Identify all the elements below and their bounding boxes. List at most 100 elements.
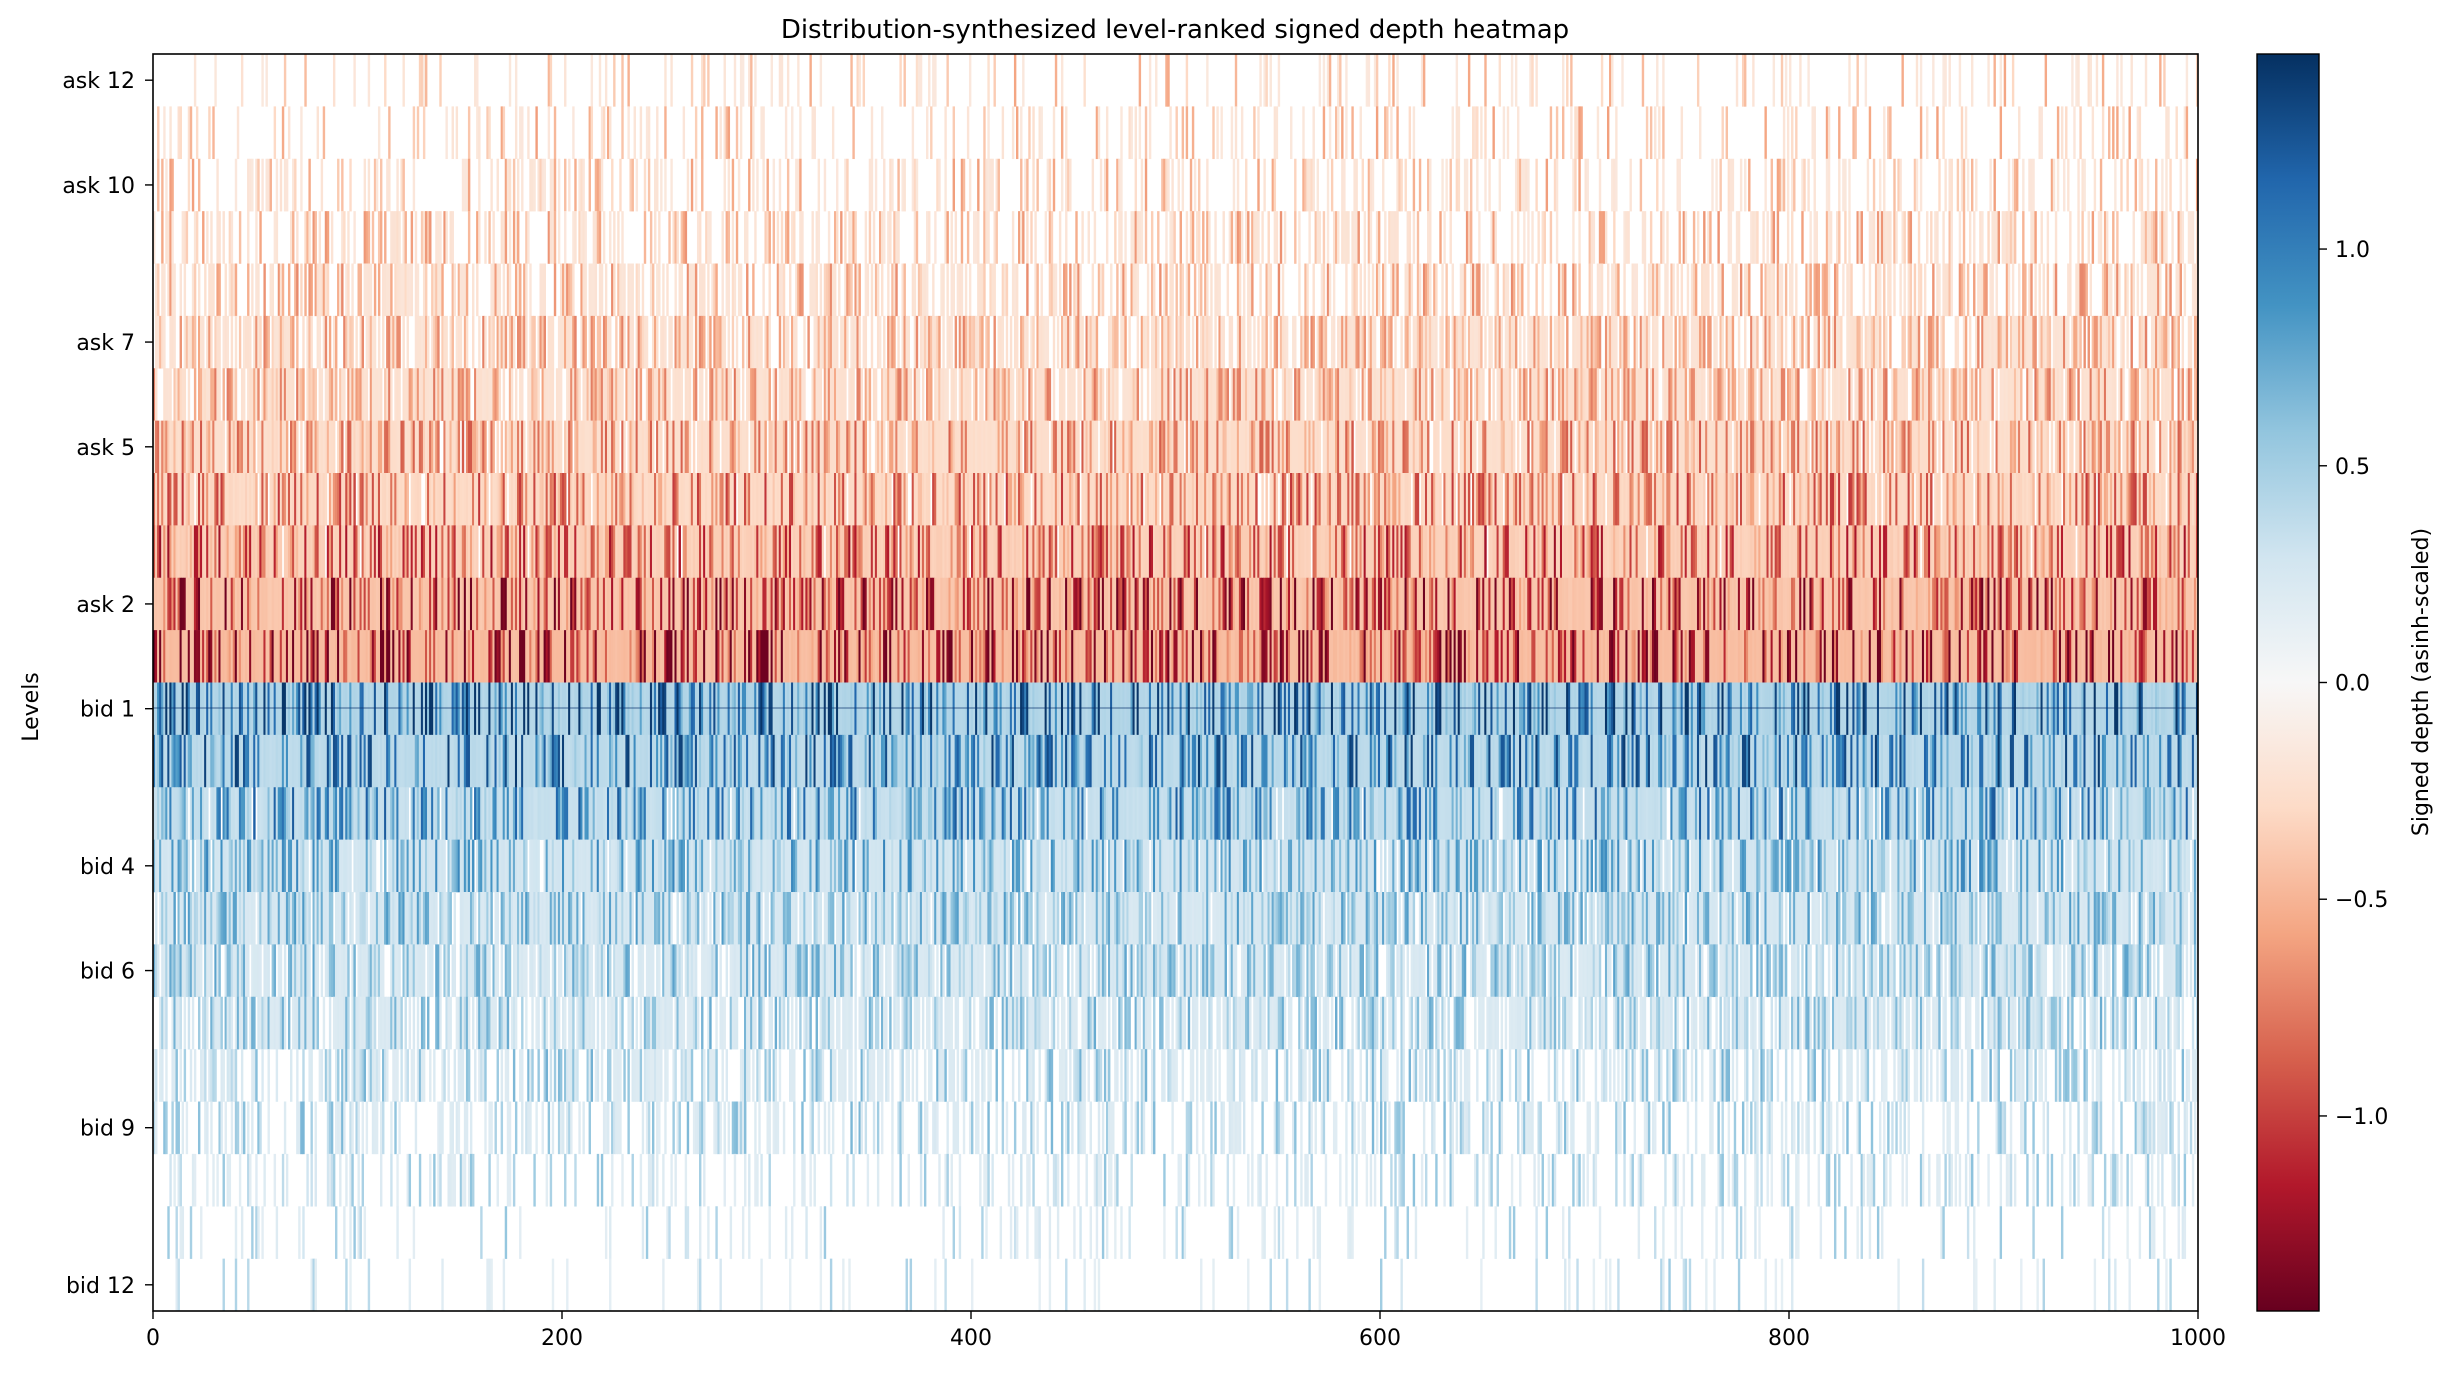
heatmap-cell (1621, 421, 1623, 474)
heatmap-cell (585, 211, 587, 264)
heatmap-cell (533, 316, 535, 369)
heatmap-cell (1736, 54, 1738, 107)
heatmap-cell (1627, 211, 1629, 264)
heatmap-cell (2173, 421, 2175, 474)
heatmap-cell (1218, 264, 1220, 317)
heatmap-cell (828, 211, 830, 264)
heatmap-cell (225, 473, 227, 526)
heatmap-cell (1106, 211, 1108, 264)
heatmap-cell (1145, 316, 1147, 369)
heatmap-cell (1210, 368, 1212, 421)
heatmap-cell (1852, 473, 1854, 526)
heatmap-cell (1108, 421, 1110, 474)
heatmap-cell (1116, 264, 1118, 317)
heatmap-cell (842, 473, 844, 526)
heatmap-cell (1402, 473, 1404, 526)
heatmap-cell (1662, 54, 1664, 107)
heatmap-cell (282, 106, 284, 159)
heatmap-cell (1122, 264, 1124, 317)
heatmap-cell (1934, 421, 1936, 474)
heatmap-cell (674, 264, 676, 317)
heatmap-cell (848, 368, 850, 421)
heatmap-cell (1558, 316, 1560, 369)
heatmap-cell (415, 473, 417, 526)
heatmap-cell (1417, 264, 1419, 317)
heatmap-cell (1848, 316, 1850, 369)
heatmap-cell (681, 264, 683, 317)
heatmap-cell (574, 368, 576, 421)
heatmap-cell (253, 421, 255, 474)
heatmap-cell (1333, 316, 1335, 369)
heatmap-cell (814, 106, 816, 159)
heatmap-cell (1398, 368, 1400, 421)
heatmap-cell (1540, 473, 1542, 526)
heatmap-cell (1147, 264, 1149, 317)
heatmap-cell (2004, 211, 2006, 264)
heatmap-cell (799, 106, 801, 159)
heatmap-cell (818, 159, 820, 212)
heatmap-cell (1599, 316, 1601, 369)
heatmap-cell (1016, 106, 1018, 159)
heatmap-cell (977, 473, 979, 526)
heatmap-cell (664, 106, 666, 159)
heatmap-cell (744, 421, 746, 474)
heatmap-cell (550, 54, 552, 107)
heatmap-cell (1372, 421, 1374, 474)
heatmap-cell (832, 316, 834, 369)
heatmap-cell (795, 316, 797, 369)
heatmap-cell (1736, 473, 1738, 526)
heatmap-cell (1178, 159, 1180, 212)
heatmap-cell (2184, 264, 2186, 317)
heatmap-cell (2079, 421, 2081, 474)
heatmap-cell (2151, 368, 2153, 421)
heatmap-cell (1930, 473, 1932, 526)
heatmap-cell (2151, 421, 2153, 474)
heatmap-cell (1654, 316, 1656, 369)
heatmap-cell (1644, 421, 1646, 474)
heatmap-cell (2094, 316, 2096, 369)
heatmap-cell (1535, 54, 1537, 107)
heatmap-cell (1511, 54, 1513, 107)
heatmap-cell (2092, 106, 2094, 159)
heatmap-cell (1656, 368, 1658, 421)
heatmap-cell (1470, 159, 1472, 212)
heatmap-cell (2102, 368, 2104, 421)
heatmap-cell (756, 316, 758, 369)
heatmap-cell (1930, 211, 1932, 264)
heatmap-cell (664, 316, 666, 369)
heatmap-cell (1278, 421, 1280, 474)
heatmap-cell (752, 159, 754, 212)
heatmap-cell (906, 368, 908, 421)
heatmap-cell (1036, 368, 1038, 421)
heatmap-cell (452, 473, 454, 526)
heatmap-cell (337, 159, 339, 212)
heatmap-cell (2165, 106, 2167, 159)
heatmap-cell (1914, 159, 1916, 212)
heatmap-cell (1462, 421, 1464, 474)
heatmap-cell (1787, 211, 1789, 264)
heatmap-cell (245, 316, 247, 369)
heatmap-cell (1161, 159, 1163, 212)
heatmap-cell (1233, 159, 1235, 212)
heatmap-cell (2090, 421, 2092, 474)
heatmap-cell (1505, 264, 1507, 317)
heatmap-cell (1769, 264, 1771, 317)
heatmap-cell (701, 421, 703, 474)
heatmap-cell (1507, 368, 1509, 421)
heatmap-cell (537, 368, 539, 421)
heatmap-cell (961, 264, 963, 317)
heatmap-cell (1206, 421, 1208, 474)
heatmap-cell (711, 421, 713, 474)
heatmap-cell (801, 473, 803, 526)
heatmap-cell (1672, 473, 1674, 526)
heatmap-cell (826, 264, 828, 317)
heatmap-cell (1327, 211, 1329, 264)
heatmap-cell (296, 264, 298, 317)
heatmap-cell (672, 211, 674, 264)
heatmap-cell (388, 106, 390, 159)
heatmap-cell (355, 316, 357, 369)
heatmap-cell (1468, 211, 1470, 264)
heatmap-cell (163, 473, 165, 526)
heatmap-cell (1769, 316, 1771, 369)
heatmap-cell (2126, 421, 2128, 474)
